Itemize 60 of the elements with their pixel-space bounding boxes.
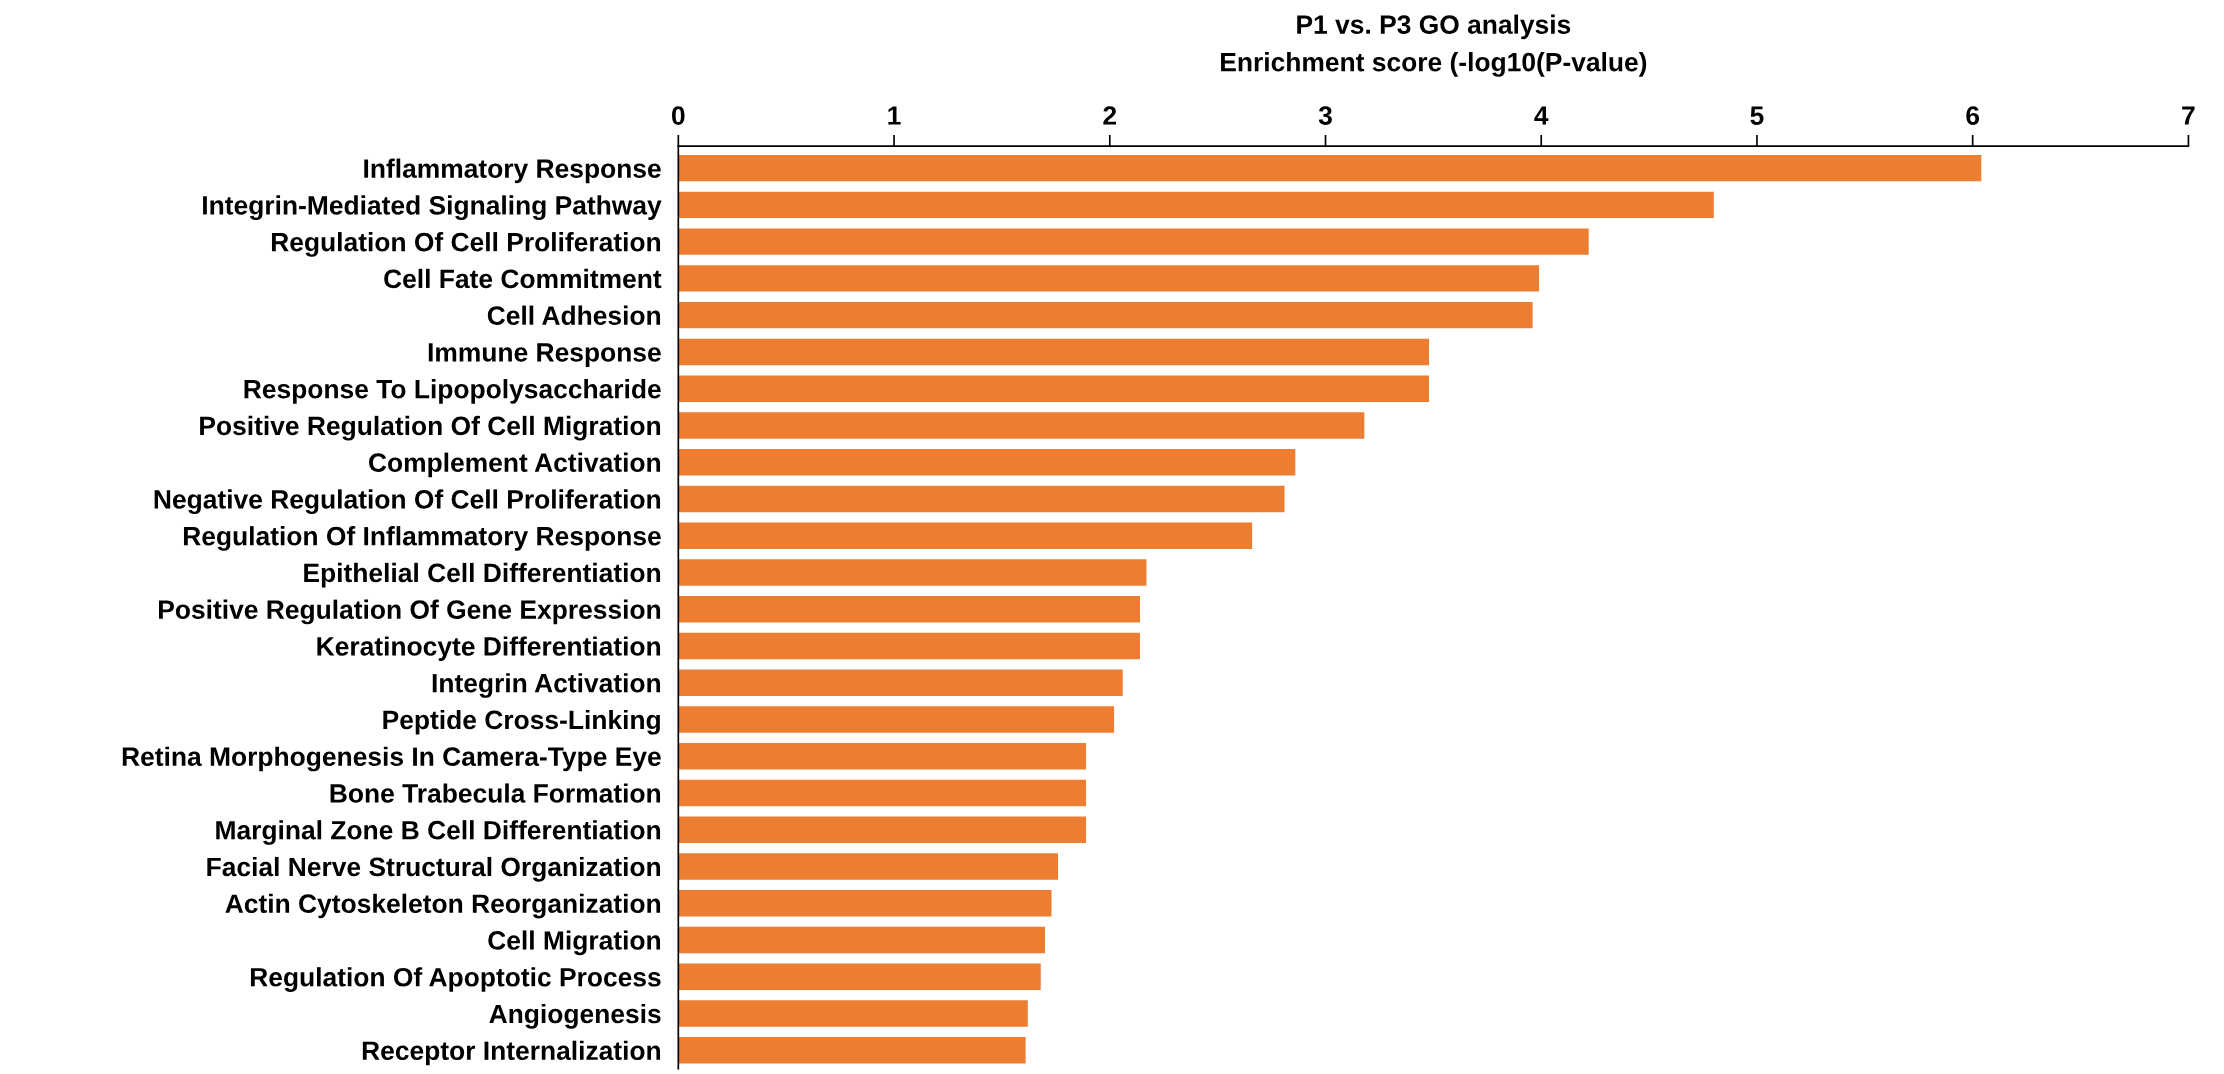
y-tick-label: Positive Regulation Of Cell Migration (200, 415, 661, 441)
bar (678, 853, 1058, 880)
y-tick-label: Integrin-Mediated Signaling Pathway (203, 195, 662, 221)
bar (678, 1000, 1028, 1027)
bar (678, 890, 1052, 917)
bar (678, 926, 1046, 954)
y-tick-label: Regulation Of Inflammatory Response (183, 526, 661, 551)
bar (678, 963, 1041, 990)
bar (678, 228, 1589, 255)
y-tick-label: Cell Adhesion (487, 305, 661, 325)
y-tick-label: Response To Lipopolysaccharide (244, 379, 661, 404)
x-tick-label: 5 (1750, 106, 1764, 125)
y-tick-label: Marginal Zone B Cell Differentiation (216, 820, 661, 845)
bar (678, 448, 1296, 476)
x-axis-title: Enrichment score (-log10(P-value) (1221, 52, 1647, 77)
y-tick-label: Angiogenesis (489, 1003, 661, 1029)
y-tick-label: Peptide Cross-Linking (383, 709, 660, 735)
x-tick-label: 1 (888, 106, 901, 125)
y-tick-label: Retina Morphogenesis In Camera-Type Eye (122, 746, 661, 772)
y-tick-label: Actin Cytoskeleton Reorganization (225, 893, 661, 919)
y-tick-label: Receptor Internalization (362, 1040, 661, 1066)
y-tick-label: Regulation Of Cell Proliferation (271, 232, 661, 257)
y-tick-label: Epithelial Cell Differentiation (304, 562, 661, 588)
bar (678, 485, 1285, 513)
bar (678, 1037, 1026, 1064)
chart-title: P1 vs. P3 GO analysis (1297, 14, 1571, 40)
bar (678, 559, 1147, 586)
y-tick-label: Keratinocyte Differentiation (317, 636, 661, 661)
bar (678, 522, 1253, 549)
bar (678, 191, 1714, 219)
bar (678, 338, 1430, 366)
bar (678, 301, 1533, 329)
bar (678, 742, 1087, 770)
y-tick-label: Negative Regulation Of Cell Proliferation (154, 489, 661, 515)
bar (678, 816, 1087, 843)
y-tick-label: Immune Response (428, 343, 661, 367)
x-tick-label: 4 (1534, 106, 1549, 125)
y-tick-label: Bone Trabecula Formation (330, 783, 661, 803)
x-tick-label: 2 (1103, 106, 1117, 125)
y-tick-label: Inflammatory Response (364, 158, 661, 184)
bar (678, 412, 1365, 439)
y-tick-label: Facial Nerve Structural Organization (207, 856, 661, 882)
bar (678, 669, 1123, 696)
y-tick-label: Regulation Of Apoptotic Process (250, 967, 661, 992)
x-tick-label: 7 (2182, 106, 2195, 125)
bar (678, 779, 1087, 807)
bar (678, 632, 1140, 660)
y-tick-label: Complement Activation (369, 452, 661, 478)
y-tick-label: Positive Regulation Of Gene Expression (159, 599, 661, 625)
x-tick-label: 0 (672, 106, 685, 125)
y-tick-label: Integrin Activation (432, 673, 661, 698)
bar (678, 595, 1140, 623)
bar (678, 375, 1430, 402)
x-tick-label: 6 (1966, 106, 1980, 125)
bar (678, 265, 1540, 292)
bar (678, 706, 1115, 733)
y-tick-label: Cell Fate Commitment (384, 268, 662, 289)
y-tick-label: Cell Migration (488, 930, 661, 956)
bar (678, 154, 1982, 182)
x-tick-label: 3 (1318, 106, 1332, 125)
